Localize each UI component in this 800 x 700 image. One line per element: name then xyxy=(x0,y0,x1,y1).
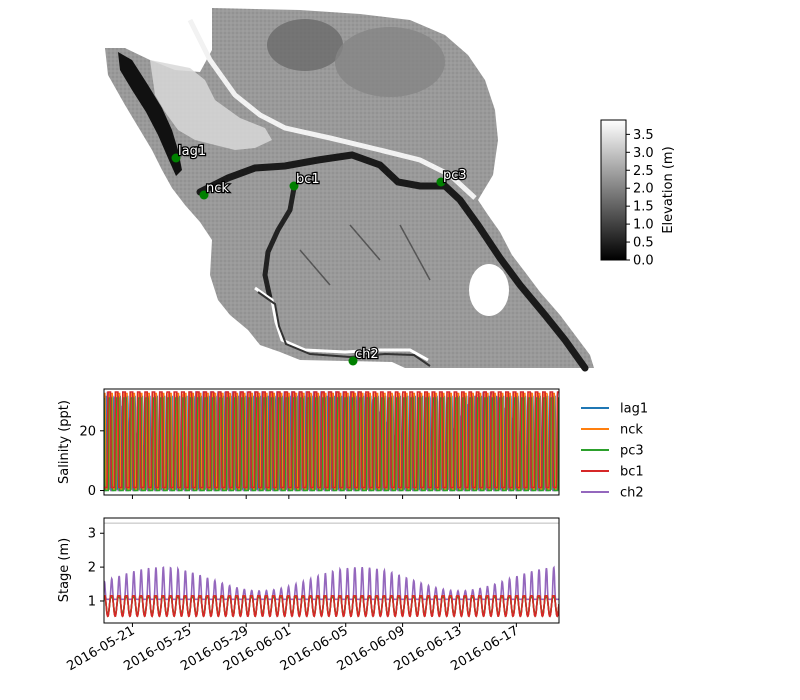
basin-dark xyxy=(267,19,343,71)
stage-plot: 123 2016-05-212016-05-252016-05-292016-0… xyxy=(57,517,560,674)
salinity-axes-frame xyxy=(103,388,560,496)
legend-label-bc1: bc1 xyxy=(620,465,644,480)
station-label-lag1: lag1 xyxy=(178,144,206,159)
y-tick-label: 3 xyxy=(88,527,96,542)
colorbar-label: Elevation (m) xyxy=(661,146,676,233)
salinity-line-bc1 xyxy=(104,391,559,489)
colorbar-tick-label: 3.0 xyxy=(633,146,654,161)
y-tick-label: 0 xyxy=(88,484,96,499)
legend-label-ch2: ch2 xyxy=(620,486,644,501)
colorbar-tick-label: 0.0 xyxy=(633,254,654,269)
colorbar-gradient xyxy=(600,119,627,261)
legend-label-lag1: lag1 xyxy=(620,402,648,417)
station-marker-nck xyxy=(199,190,209,200)
ditch xyxy=(299,224,431,286)
y-tick-label: 1 xyxy=(88,594,96,609)
elevation-map: lag1 nck bc1 pc3 ch2 xyxy=(105,8,594,372)
upland-light xyxy=(150,60,272,150)
lower-creek-dark xyxy=(257,291,431,367)
elevation-colorbar: 0.0 0.5 1.0 1.5 2.0 2.5 3.0 3.5 Elevation (m) xyxy=(600,119,676,269)
colorbar-tick-label: 3.5 xyxy=(633,128,654,143)
levee-road xyxy=(187,18,477,200)
basin-dark xyxy=(335,27,445,97)
salinity-plot: 0 20 Salinity (ppt) xyxy=(57,388,560,499)
stage-line-bc1 xyxy=(104,595,559,618)
colorbar-tick-label: 2.5 xyxy=(633,164,654,179)
station-marker-ch2 xyxy=(348,356,358,366)
stage-ylabel: Stage (m) xyxy=(57,538,72,603)
y-tick-label: 20 xyxy=(79,424,96,439)
branch-channel xyxy=(262,187,297,299)
legend-label-nck: nck xyxy=(620,423,643,438)
colorbar-tick-label: 0.5 xyxy=(633,236,654,251)
legend: lag1 nck pc3 bc1 ch2 xyxy=(581,402,648,501)
station-label-bc1: bc1 xyxy=(296,172,320,187)
main-channel xyxy=(196,151,589,372)
station-label-ch2: ch2 xyxy=(355,347,379,362)
station-label-pc3: pc3 xyxy=(443,168,467,183)
legend-label-pc3: pc3 xyxy=(620,444,644,459)
colorbar-tick-label: 1.0 xyxy=(633,218,654,233)
lower-creek xyxy=(254,286,429,362)
dark-edge xyxy=(118,52,182,176)
station-marker-pc3 xyxy=(436,177,446,187)
station-marker-bc1 xyxy=(289,181,299,191)
colorbar-tick-label: 1.5 xyxy=(633,200,654,215)
station-marker-lag1 xyxy=(171,153,181,163)
colorbar-tick-label: 2.0 xyxy=(633,182,654,197)
salinity-ylabel: Salinity (ppt) xyxy=(57,400,72,484)
station-label-nck: nck xyxy=(206,181,229,196)
y-tick-label: 2 xyxy=(88,561,96,576)
pond xyxy=(469,264,509,316)
stage-line-ch2 xyxy=(104,565,559,601)
stage-axes-frame xyxy=(103,517,560,624)
